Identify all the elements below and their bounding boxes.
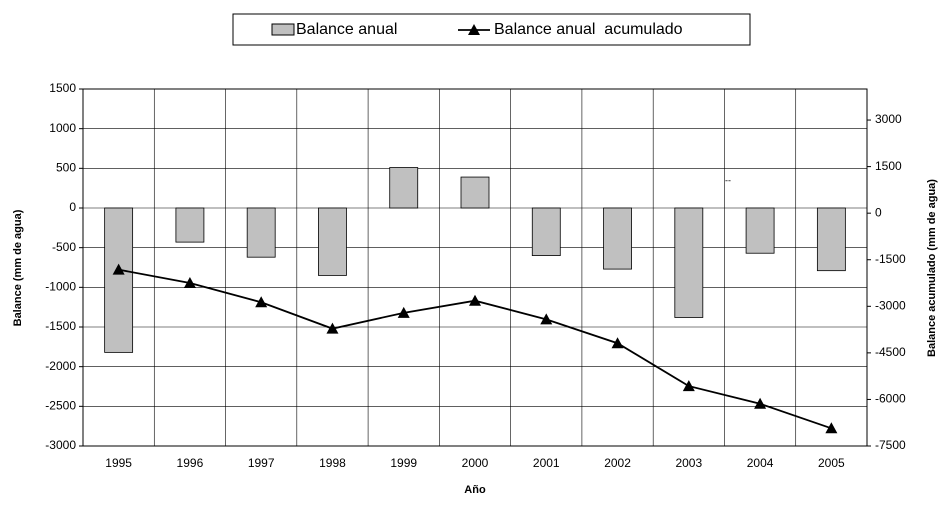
bar (674, 207, 704, 318)
y2-tick-label: -7500 (875, 438, 906, 452)
line-marker (397, 306, 410, 318)
legend-box (232, 13, 751, 46)
line-marker (611, 337, 624, 349)
y-tick-label: -500 (52, 240, 76, 254)
line-marker (682, 380, 695, 392)
legend-swatch (271, 23, 295, 36)
line-marker (112, 263, 125, 275)
bar (104, 207, 134, 353)
bar (531, 207, 561, 256)
x-tick-label: 1997 (248, 456, 275, 470)
x-tick-label: 2001 (533, 456, 560, 470)
legend-label: Balance anual acumulado (494, 21, 683, 38)
y2-tick-label: -4500 (875, 345, 906, 359)
x-tick-label: 2002 (604, 456, 631, 470)
y-tick-label: -3000 (45, 438, 76, 452)
y-tick-label: 1000 (49, 121, 76, 135)
y-tick-label: -1500 (45, 319, 76, 333)
bar (246, 207, 276, 258)
line-marker (754, 397, 767, 409)
bar (745, 207, 775, 254)
legend-label: Balance anual (296, 21, 397, 38)
y2-tick-label: 1500 (875, 159, 902, 173)
bar (603, 207, 632, 270)
y2-tick-label: -1500 (875, 252, 906, 266)
line-marker (255, 296, 268, 308)
y-tick-label: -1000 (45, 280, 76, 294)
legend-marker (468, 24, 480, 35)
x-axis-title: Año (464, 484, 486, 496)
bar (816, 207, 846, 272)
bar (318, 207, 347, 276)
x-tick-label: 2004 (747, 456, 774, 470)
x-tick-label: 2003 (675, 456, 702, 470)
y2-tick-label: -6000 (875, 392, 906, 406)
line-marker (469, 294, 481, 306)
y-tick-label: -2500 (45, 399, 76, 413)
y2-axis-title: Balance acumulado (mm de agua) (926, 179, 938, 357)
y-tick-label: 0 (69, 200, 76, 214)
y-tick-label: 500 (56, 161, 76, 175)
plot-frame (82, 88, 868, 447)
y2-tick-label: 3000 (875, 112, 902, 126)
y2-tick-label: 0 (875, 205, 882, 219)
x-tick-label: 1995 (105, 456, 132, 470)
line-marker (540, 313, 553, 325)
line-marker (183, 277, 196, 289)
line-marker (825, 422, 838, 434)
bar (460, 176, 490, 209)
line-marker (326, 322, 339, 334)
y-tick-label: 1500 (49, 81, 76, 95)
bar (175, 207, 205, 243)
x-tick-label: 1996 (177, 456, 204, 470)
x-tick-label: 1999 (390, 456, 417, 470)
y-tick-label: -2000 (45, 359, 76, 373)
x-tick-label: 1998 (319, 456, 346, 470)
y2-tick-label: -3000 (875, 298, 906, 312)
bar (389, 167, 419, 209)
x-tick-label: 2005 (818, 456, 845, 470)
annotation: -- (725, 175, 731, 185)
y-axis-title: Balance (mm de agua) (12, 209, 24, 326)
x-tick-label: 2000 (462, 456, 489, 470)
